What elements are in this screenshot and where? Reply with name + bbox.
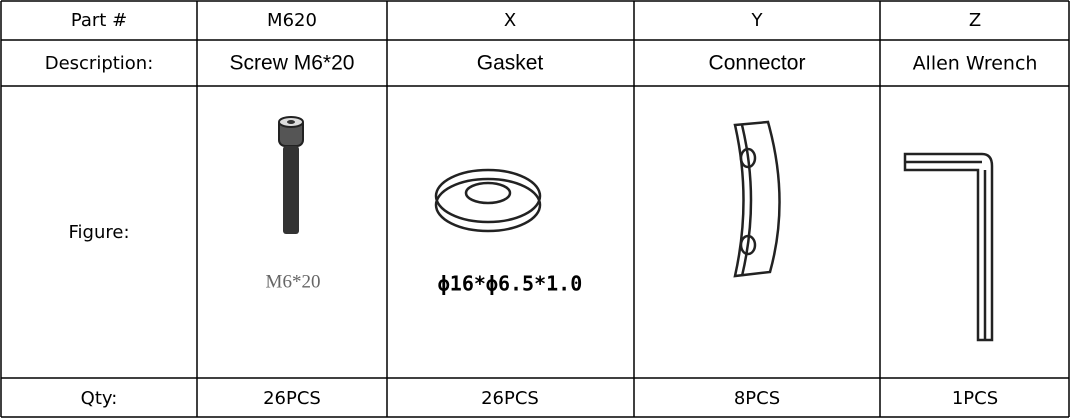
description-cell: Screw M6*20 bbox=[230, 52, 355, 75]
figure-label: Figure: bbox=[68, 222, 129, 243]
qty-cell: Qty: bbox=[81, 388, 118, 409]
description-cell: Description: bbox=[45, 53, 154, 74]
description-cell: Allen Wrench bbox=[913, 53, 1038, 75]
connector-figure bbox=[733, 120, 781, 278]
allen-wrench-figure bbox=[903, 152, 994, 342]
figure-caption: ϕ16*ϕ6.5*1.0 bbox=[438, 272, 583, 296]
qty-cell: 26PCS bbox=[263, 388, 321, 409]
header-cell: Y bbox=[751, 10, 764, 31]
screw-figure bbox=[278, 116, 304, 234]
qty-cell: 8PCS bbox=[734, 388, 780, 409]
figure-caption: M6*20 bbox=[266, 271, 321, 292]
header-cell: M620 bbox=[267, 10, 317, 31]
description-cell: Gasket bbox=[477, 52, 544, 75]
qty-cell: 26PCS bbox=[481, 388, 539, 409]
header-cell: X bbox=[504, 10, 516, 31]
header-cell: Z bbox=[969, 10, 981, 31]
qty-cell: 1PCS bbox=[952, 388, 998, 409]
header-cell: Part # bbox=[71, 10, 127, 31]
gasket-figure bbox=[434, 168, 542, 233]
description-cell: Connector bbox=[709, 52, 806, 75]
